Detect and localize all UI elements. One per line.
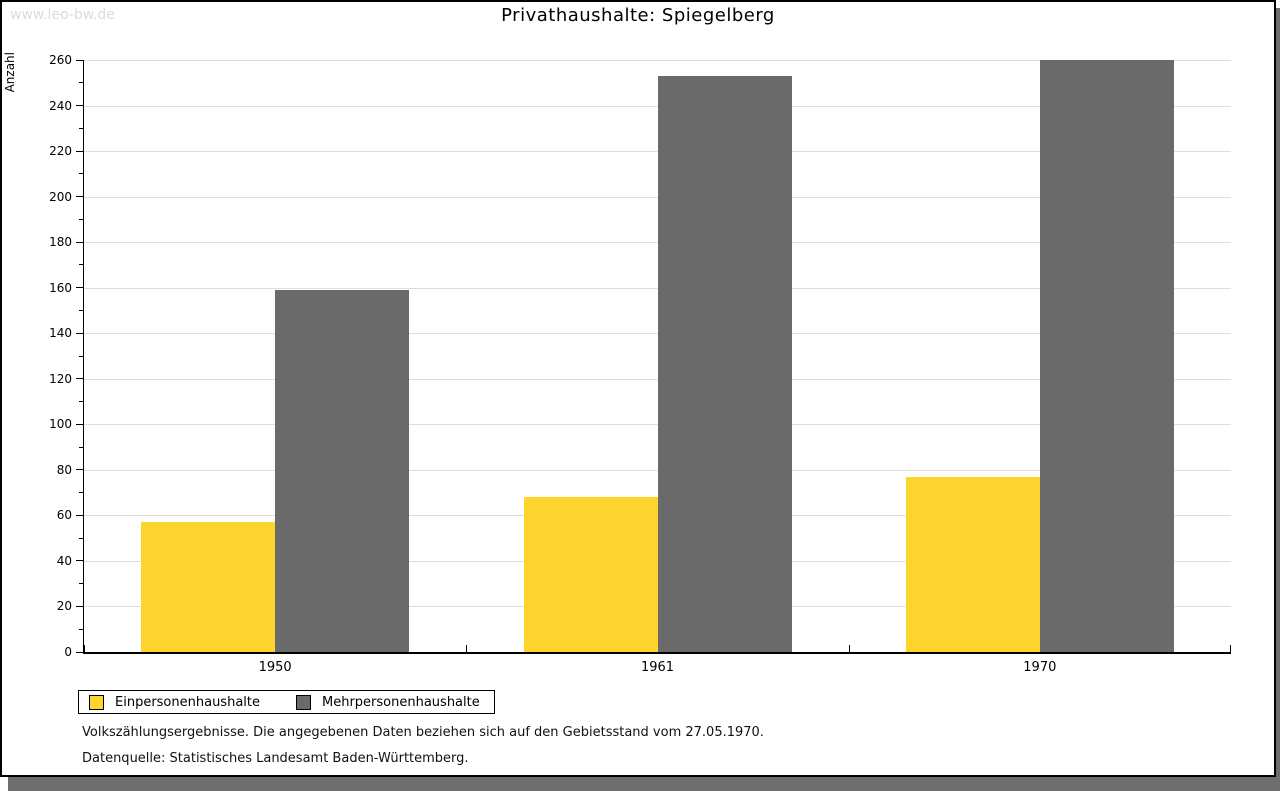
y-tick-0 [76,651,83,653]
x-axis-label-1970: 1970 [1023,660,1057,675]
y-tick-label-80: 80 [56,462,72,477]
legend-swatch-icon [89,694,104,710]
y-tick-label-60: 60 [56,508,72,523]
plot-area: 1950 1961 1970 0 20 40 60 80 100 120 140 160 180 200 2… [49,53,1231,675]
x-boundary-tick-2 [848,645,850,652]
y-minor-tick-70 [79,492,83,494]
y-tick-100 [76,423,83,425]
y-minor-tick-230 [79,127,83,129]
y-minor-tick-50 [79,537,83,539]
y-tick-60 [76,514,83,516]
y-minor-tick-170 [79,264,83,266]
legend: Einpersonenhaushalte Mehrpersonenhaushalt… [78,690,495,714]
y-tick-label-120: 120 [49,371,72,386]
page-shadow-right [1276,8,1280,777]
y-tick-80 [76,469,83,471]
watermark: www.leo-bw.de [10,7,115,23]
y-tick-label-200: 200 [49,189,72,204]
legend-item-einpersonenhaushalte: Einpersonenhaushalte [89,694,260,710]
y-tick-label-0: 0 [64,645,72,659]
legend-label: Mehrpersonenhaushalte [322,694,480,710]
gridline-y-260 [84,60,1231,61]
legend-label: Einpersonenhaushalte [115,694,260,710]
y-axis-title: Anzahl [3,52,17,93]
y-tick-180 [76,241,83,243]
y-tick-label-140: 140 [49,326,72,341]
y-minor-tick-190 [79,218,83,220]
legend-swatch-icon [296,694,311,710]
y-minor-tick-130 [79,355,83,357]
bar-einpersonenhaushalte-1961 [523,497,658,652]
y-tick-240 [76,105,83,107]
y-tick-label-260: 260 [49,53,72,67]
y-minor-tick-10 [79,628,83,630]
bar-mehrpersonenhaushalte-1970 [1039,60,1174,652]
y-tick-40 [76,560,83,562]
y-tick-label-180: 180 [49,235,72,250]
y-tick-160 [76,287,83,289]
y-tick-label-40: 40 [56,553,72,568]
legend-item-mehrpersonenhaushalte: Mehrpersonenhaushalte [296,694,480,710]
y-minor-tick-150 [79,309,83,311]
y-tick-140 [76,332,83,334]
y-tick-120 [76,378,83,380]
x-axis-label-1961: 1961 [640,660,675,675]
footer-source: Datenquelle: Statistisches Landesamt Bad… [82,751,469,766]
y-tick-label-220: 220 [49,144,72,159]
page-shadow-bottom [8,777,1280,791]
y-tick-label-240: 240 [49,98,72,113]
y-tick-220 [76,150,83,152]
footer-note: Volkszählungsergebnisse. Die angegebenen… [82,725,764,740]
x-boundary-tick-0 [84,645,85,652]
chart-title: Privathaushalte: Spiegelberg [501,5,775,26]
y-tick-label-20: 20 [56,599,72,614]
bar-mehrpersonenhaushalte-1961 [657,75,792,652]
x-axis-label-1950: 1950 [258,660,292,675]
bar-einpersonenhaushalte-1970 [905,476,1040,652]
y-minor-tick-210 [79,173,83,175]
y-minor-tick-110 [79,401,83,403]
y-tick-260 [76,59,83,61]
bar-mehrpersonenhaushalte-1950 [275,289,410,652]
y-tick-200 [76,196,83,198]
y-tick-20 [76,605,83,607]
x-boundary-tick-3 [1230,645,1231,652]
bar-einpersonenhaushalte-1950 [141,522,276,652]
x-boundary-tick-1 [466,645,468,652]
y-tick-label-100: 100 [49,417,72,432]
y-minor-tick-90 [79,446,83,448]
y-minor-tick-250 [79,82,83,84]
y-tick-label-160: 160 [49,280,72,295]
y-minor-tick-30 [79,583,83,585]
